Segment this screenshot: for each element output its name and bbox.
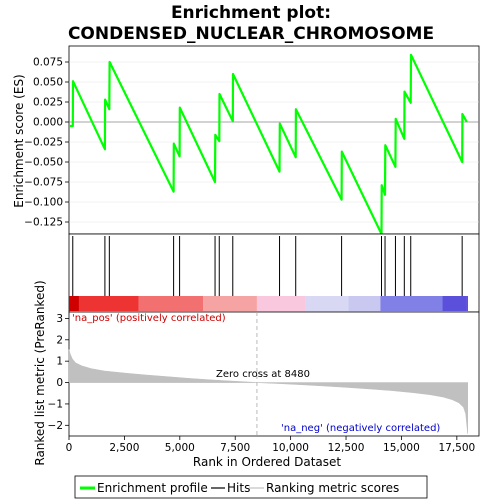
xtick-label: 17,500	[438, 442, 475, 454]
zero-cross-label: Zero cross at 8480	[216, 369, 310, 380]
metric-ytick-label: 1	[56, 356, 63, 368]
es-ylabel: Enrichment score (ES)	[12, 74, 26, 207]
es-ytick-label: −0.075	[24, 177, 63, 189]
colorbar-segment	[78, 296, 139, 311]
ranking-metric-area	[68, 349, 468, 434]
metric-ytick-label: −2	[48, 420, 63, 432]
colorbar-segment	[203, 296, 257, 311]
metric-xlabel: Rank in Ordered Dataset	[193, 455, 341, 469]
xtick-label: 0	[66, 442, 73, 454]
es-ytick-label: −0.125	[24, 217, 63, 229]
chart-title-line2: CONDENSED_NUCLEAR_CHROMOSOME	[68, 24, 434, 44]
legend-label-hits: Hits	[227, 481, 250, 495]
es-ytick-label: 0.050	[33, 77, 63, 89]
colorbar-segment	[466, 296, 468, 311]
neg-correlation-label: 'na_neg' (negatively correlated)	[281, 423, 440, 434]
es-ytick-label: 0.000	[33, 117, 63, 129]
xtick-label: 2,500	[109, 442, 139, 454]
xtick-label: 12,500	[328, 442, 365, 454]
colorbar-segment	[305, 296, 349, 311]
chart-title-line1: Enrichment plot:	[171, 3, 331, 23]
metric-ytick-label: 2	[56, 334, 63, 346]
es-ytick-label: −0.050	[24, 157, 63, 169]
es-ytick-label: 0.075	[33, 57, 63, 69]
enrichment-profile-line	[69, 53, 468, 236]
xtick-label: 5,000	[165, 442, 195, 454]
colorbar-segment	[138, 296, 204, 311]
es-ytick-label: 0.025	[33, 97, 63, 109]
colorbar-segment	[380, 296, 443, 311]
colorbar-segment	[256, 296, 306, 311]
es-plot-frame	[68, 45, 480, 235]
es-ytick-label: −0.025	[24, 137, 63, 149]
metric-ytick-label: 0	[56, 377, 63, 389]
colorbar-segment	[348, 296, 381, 311]
legend-label-ranking: Ranking metric scores	[266, 481, 399, 495]
colorbar-segment	[69, 296, 79, 311]
legend-label-enrichment: Enrichment profile	[97, 481, 208, 495]
colorbar-segment	[442, 296, 467, 311]
metric-ytick-label: −1	[48, 398, 63, 410]
pos-correlation-label: 'na_pos' (positively correlated)	[72, 313, 226, 324]
xtick-label: 7,500	[220, 442, 250, 454]
legend-box	[74, 475, 428, 499]
es-ytick-label: −0.100	[24, 197, 63, 209]
xtick-label: 15,000	[383, 442, 420, 454]
xtick-label: 10,000	[272, 442, 309, 454]
metric-ytick-label: 3	[56, 313, 63, 325]
metric-ylabel: Ranked list metric (PreRanked)	[33, 280, 47, 465]
